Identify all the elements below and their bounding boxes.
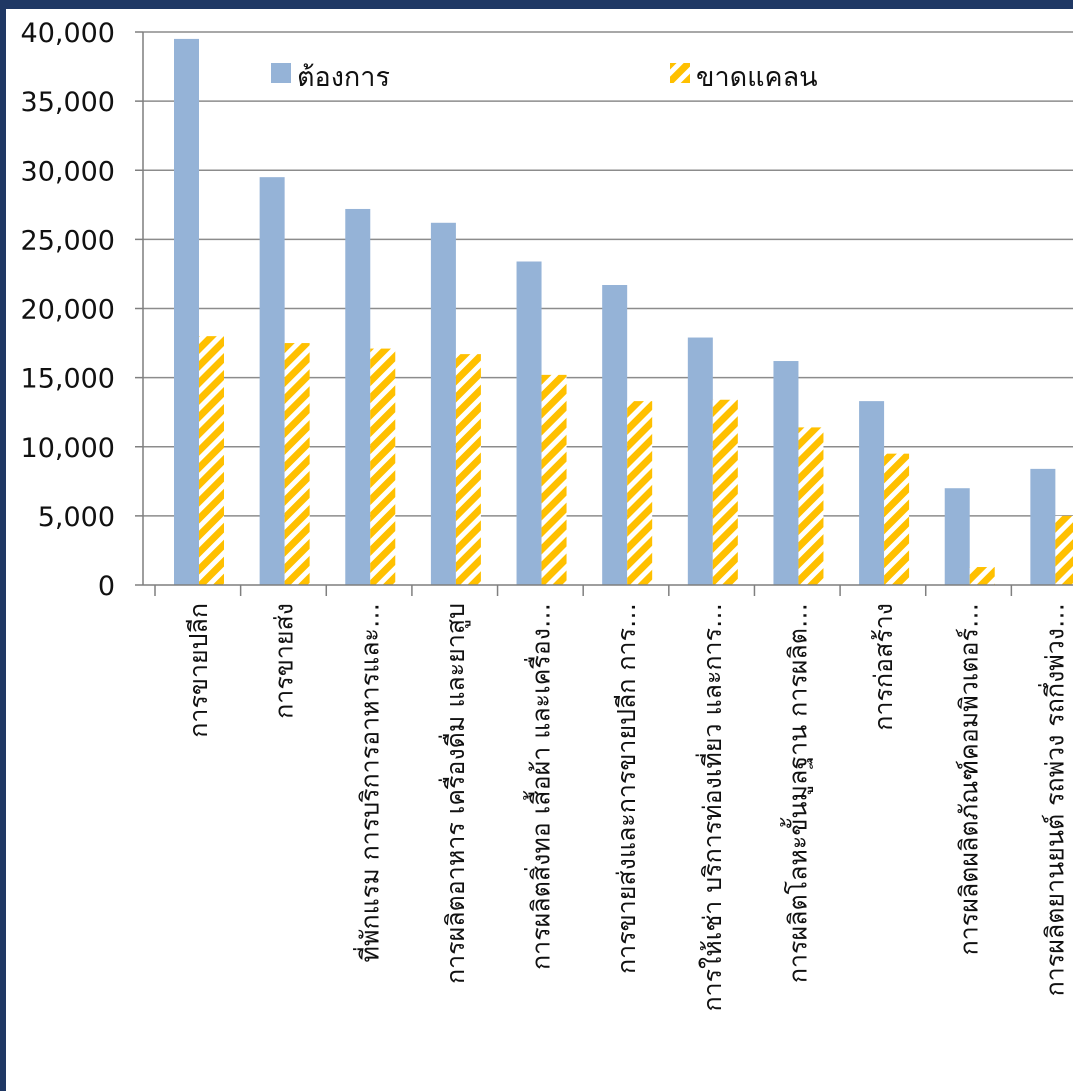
y-tick-label: 5,000 [38, 502, 115, 533]
x-category-label: การให้เช่า บริการท่องเที่ยว และการ… [695, 603, 727, 1012]
frame-left-edge [0, 0, 6, 1091]
bar-shortage [798, 427, 824, 585]
x-category-label: การผลิตยานยนต์ รถพ่วง รถกึ่งพ่วง… [1037, 603, 1069, 996]
bar-demand [602, 284, 628, 585]
bar-shortage [969, 567, 995, 585]
bar-demand [516, 261, 542, 585]
x-category-label: การก่อสร้าง [869, 603, 898, 731]
bar-demand [773, 361, 799, 585]
bar-demand [687, 337, 713, 585]
y-tick-label: 35,000 [21, 87, 115, 118]
y-tick-label: 10,000 [21, 433, 115, 464]
y-tick-label: 30,000 [21, 156, 115, 187]
x-category-label: การขายส่ง [270, 603, 299, 719]
bar-demand [944, 488, 970, 585]
legend-swatch-shortage [670, 63, 690, 83]
y-tick-label: 20,000 [21, 295, 115, 326]
x-category-label: การผลิตผลิตภัณฑ์คอมพิวเตอร์… [955, 603, 984, 955]
bar-shortage [712, 399, 738, 585]
x-axis-category-labels: การขายปลีก การขายส่ง ที่พักแรม การบริการอา… [184, 603, 1069, 1012]
x-category-label: การขายปลีก [184, 603, 213, 738]
y-tick-label: 25,000 [21, 225, 115, 256]
y-tick-label: 15,000 [21, 364, 115, 395]
bar-shortage [199, 336, 224, 585]
bar-shortage [370, 348, 396, 585]
axes [135, 31, 1073, 596]
legend-label-shortage: ขาดแคลน [696, 62, 818, 93]
bar-shortage [455, 354, 481, 585]
bar-demand [259, 177, 285, 585]
bar-demand [1030, 468, 1056, 585]
bar-demand [859, 401, 885, 585]
legend: ต้องการ ขาดแคลน [271, 62, 818, 93]
bar-shortage [284, 343, 310, 585]
x-category-label: ที่พักแรม การบริการอาหารและ… [352, 603, 384, 962]
bar-shortage [627, 401, 653, 585]
x-category-label: การผลิตสิ่งทอ เสื้อผ้า และเครื่อง… [523, 603, 556, 970]
bar-demand [430, 222, 456, 585]
bar-demand [345, 208, 371, 585]
bar-shortage [541, 374, 567, 585]
legend-swatch-demand [271, 63, 291, 83]
y-tick-label: 40,000 [21, 18, 115, 49]
bars [174, 38, 1073, 586]
y-axis-tick-labels: 0 5,000 10,000 15,000 20,000 25,000 30,000 35,0… [21, 18, 115, 602]
legend-label-demand: ต้องการ [297, 62, 390, 93]
frame-top-edge [0, 0, 1073, 9]
x-category-label: การขายส่งและการขายปลีก การ… [612, 603, 641, 974]
bar-shortage [1055, 515, 1073, 585]
x-category-label: การผลิตโลหะขั้นมูลฐาน การผลิต… [779, 603, 813, 983]
y-tick-label: 0 [98, 571, 115, 602]
bar-demand [174, 38, 199, 586]
bar-shortage [884, 453, 910, 585]
x-category-label: การผลิตอาหาร เครื่องดื่ม และยาสูบ [438, 603, 471, 984]
